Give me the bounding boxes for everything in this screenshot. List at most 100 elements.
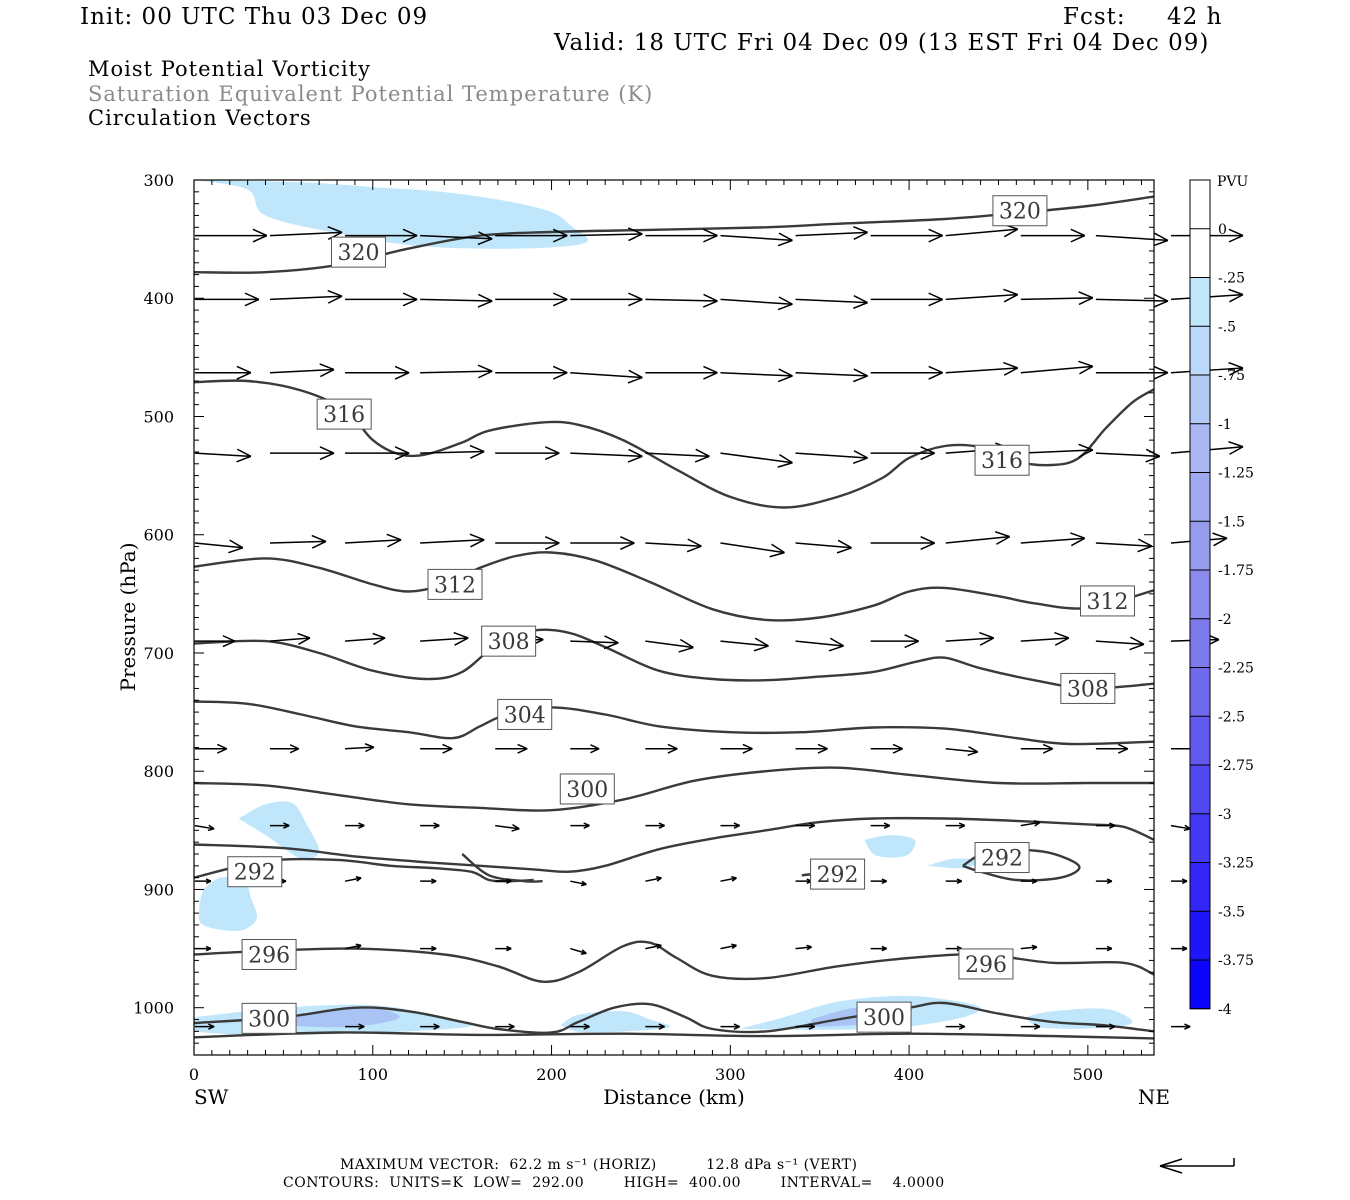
contour-label: 308 [481,625,537,657]
circulation-vector [345,228,418,243]
init-time: Init: 00 UTC Thu 03 Dec 09 [80,4,429,30]
circulation-vector [420,631,469,646]
circulation-vector [269,534,327,549]
circulation-vector [720,1023,740,1030]
contour-label-text: 316 [981,449,1023,474]
circulation-vector [945,1023,966,1030]
circulation-vector [645,293,718,308]
pv-shade-area [194,180,589,249]
x-tick-label: 200 [536,1065,567,1084]
axes-layer: 0 100 200 300 400 500 300 400 500 600 700 800 900 100… [133,171,1154,1084]
theta-contour [194,1031,1154,1040]
circulation-vector [720,876,737,882]
circulation-vector [194,292,260,307]
colorbar-label: -2.75 [1218,758,1254,774]
circulation-vector [795,944,812,951]
pv-shade-area [198,877,258,931]
x-tick-label: 100 [357,1065,388,1084]
y-tick-label: 700 [143,644,174,663]
circulation-vector [420,822,440,829]
contour-label-text: 300 [566,778,608,803]
contour-label-text: 308 [488,630,530,655]
colorbar-label: 0 [1218,222,1227,238]
circulation-vector [870,634,919,649]
circulation-vector [345,533,402,548]
contour-label: 300 [856,1001,912,1033]
circulation-vector [645,448,710,463]
circulation-vector [194,1023,215,1030]
circulation-vector [344,876,362,882]
circulation-vector [945,531,1011,545]
circulation-vector [720,452,793,468]
field-title-vectors: Circulation Vectors [88,106,312,130]
colorbar-segment [1190,180,1210,229]
circulation-vector [870,945,887,952]
x-tick-label: 500 [1073,1065,1104,1084]
forecast-hour: 42 h [1167,4,1223,30]
circulation-vector [420,293,493,308]
circulation-vector [795,743,828,754]
colorbar-segment [1190,813,1210,863]
circulation-vector [720,296,793,311]
circulation-vector [1020,532,1086,547]
colorbar-segment [1190,716,1210,765]
circulation-vector [1095,878,1113,885]
circulation-vector-layer [194,223,1244,1030]
forecast-label: Fcst: [1063,4,1126,30]
colorbar-label: -3.75 [1218,953,1254,969]
contour-label-text: 292 [817,863,859,888]
colorbar-segment [1190,521,1210,570]
contour-label-text: 296 [248,943,290,968]
circulation-vector [720,368,793,383]
contour-label: 304 [497,698,553,730]
colorbar-label: -.25 [1218,271,1245,287]
circulation-vector [420,231,493,246]
circulation-vector [420,364,493,379]
colorbar-segment [1190,862,1210,912]
circulation-vector [420,444,485,459]
contour-label-text: 320 [337,241,379,266]
colorbar-segment [1190,423,1210,473]
circulation-vector [194,824,215,832]
circulation-vector [645,538,702,553]
circulation-vector [269,289,343,304]
colorbar-label: -2 [1218,612,1232,628]
circulation-vector [570,635,619,650]
circulation-vector [1020,878,1038,885]
y-tick-label: 500 [143,407,174,426]
circulation-vector [194,448,252,463]
circulation-vector [420,878,437,885]
circulation-vector [345,446,410,461]
theta-contour-304 [194,700,1154,746]
circulation-vector [570,947,587,955]
colorbar-label: -3.5 [1218,904,1245,920]
contour-label-text: 292 [234,861,276,886]
circulation-vector [795,368,868,383]
circulation-vector [194,539,244,554]
colorbar-segment [1190,911,1210,960]
contour-label: 312 [1080,585,1136,617]
circulation-vector [870,228,943,243]
circulation-vector [420,533,485,548]
circulation-vector [1170,878,1188,885]
circulation-vector [795,450,868,464]
theta-es-contour-layer [194,195,1154,1040]
contour-label: 320 [992,195,1048,227]
colorbar-label: -2.25 [1218,661,1254,677]
contour-label-text: 300 [248,1007,290,1032]
circulation-vector [720,542,785,558]
theta-contour-308 [194,628,1154,690]
contour-label: 292 [974,842,1030,874]
colorbar-segment [1190,375,1210,424]
circulation-vector [1020,1023,1041,1030]
circulation-vector [1095,945,1113,952]
valid-time: Valid: 18 UTC Fri 04 Dec 09 (13 EST Fri … [554,30,1210,56]
circulation-vector [269,822,290,829]
colorbar-label: -2.5 [1218,709,1245,725]
circulation-vector [420,945,437,952]
contour-settings-note: CONTOURS: UNITS=K LOW= 292.00 HIGH= 400.… [283,1175,945,1191]
circulation-vector [645,1023,665,1030]
circulation-vector [1095,365,1169,380]
contour-label-layer: 320 320 316 316 312 312 308 308 304 300 292 292 292 2… [227,195,1136,1034]
colorbar-label: -1 [1218,417,1232,433]
